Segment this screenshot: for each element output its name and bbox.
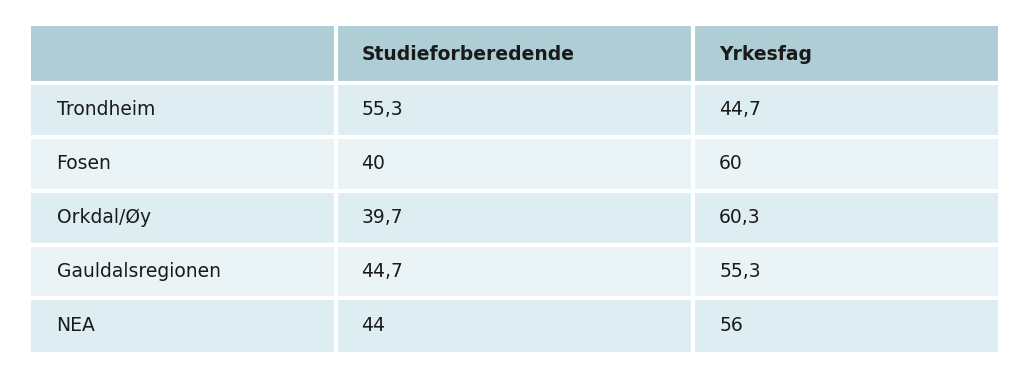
Text: Trondheim: Trondheim xyxy=(57,100,155,119)
Text: 60: 60 xyxy=(719,154,743,173)
Bar xyxy=(335,83,694,137)
Text: Yrkesfag: Yrkesfag xyxy=(719,45,812,64)
Text: 56: 56 xyxy=(719,316,743,335)
Bar xyxy=(335,244,694,298)
Bar xyxy=(335,190,694,244)
Text: 44: 44 xyxy=(361,316,385,335)
Bar xyxy=(31,83,335,137)
Bar xyxy=(694,244,998,298)
Bar xyxy=(694,26,998,83)
Bar xyxy=(31,244,335,298)
Text: NEA: NEA xyxy=(57,316,96,335)
Bar xyxy=(694,298,998,352)
Text: Fosen: Fosen xyxy=(57,154,111,173)
Bar xyxy=(31,26,335,83)
Bar xyxy=(335,26,694,83)
Bar xyxy=(694,83,998,137)
Text: 44,7: 44,7 xyxy=(719,100,761,119)
Text: Gauldalsregionen: Gauldalsregionen xyxy=(57,262,220,281)
Text: 39,7: 39,7 xyxy=(361,208,403,227)
Bar xyxy=(694,190,998,244)
Text: 55,3: 55,3 xyxy=(719,262,760,281)
Bar xyxy=(31,190,335,244)
Bar xyxy=(335,298,694,352)
Text: 40: 40 xyxy=(361,154,385,173)
Bar xyxy=(31,137,335,190)
Bar xyxy=(694,137,998,190)
Text: Studieforberedende: Studieforberedende xyxy=(361,45,574,64)
Text: 44,7: 44,7 xyxy=(361,262,403,281)
Text: Orkdal/Øy: Orkdal/Øy xyxy=(57,208,150,227)
Bar xyxy=(335,137,694,190)
Text: 60,3: 60,3 xyxy=(719,208,760,227)
Bar xyxy=(31,298,335,352)
Text: 55,3: 55,3 xyxy=(361,100,403,119)
